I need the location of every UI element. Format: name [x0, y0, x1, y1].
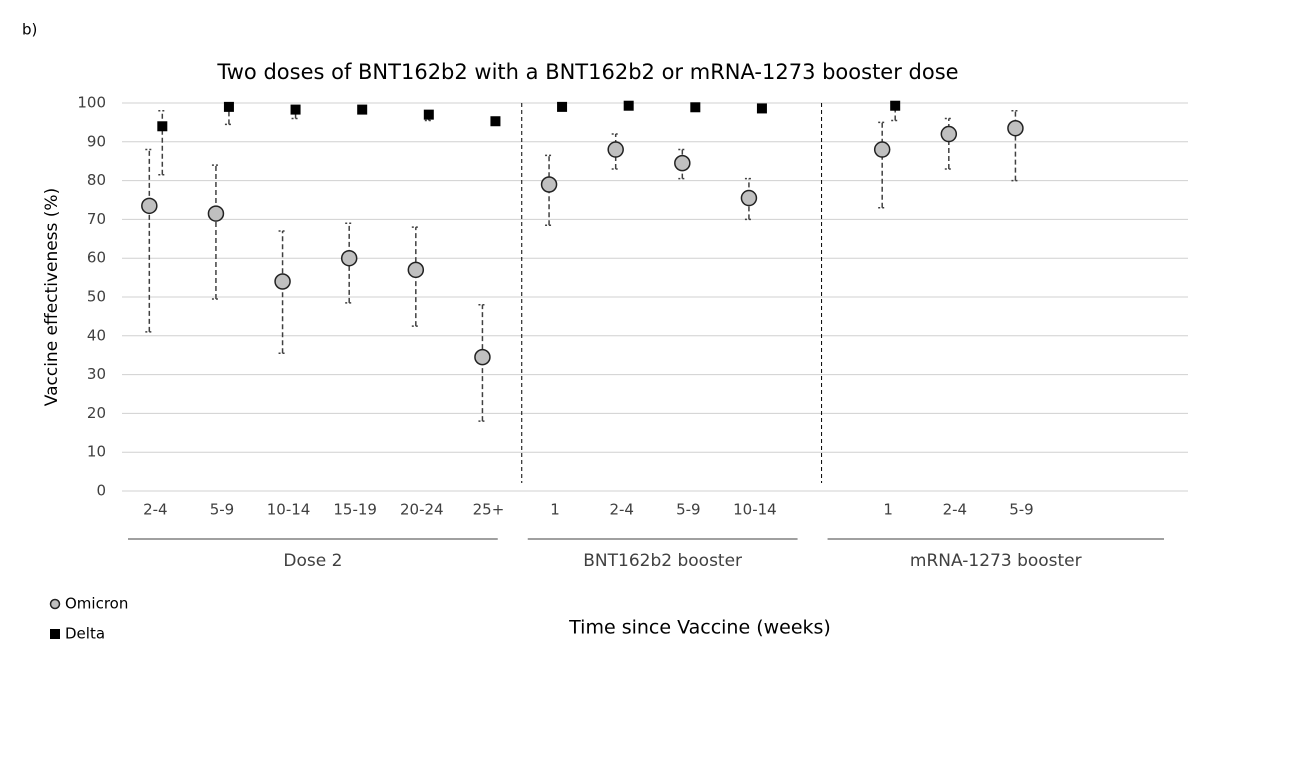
- y-tick-label: 50: [87, 288, 106, 306]
- x-tick-label: 5-9: [676, 501, 701, 519]
- y-tick-label: 70: [87, 210, 106, 228]
- y-tick-label: 80: [87, 171, 106, 189]
- panel-label: b): [22, 21, 37, 39]
- x-tick-label: 25+: [473, 501, 505, 519]
- y-tick-label: 90: [87, 132, 106, 150]
- x-tick-label: 1: [883, 501, 893, 519]
- omicron-point: [940, 125, 958, 143]
- delta-point: [690, 102, 701, 113]
- delta-point: [623, 100, 634, 111]
- delta-point: [557, 101, 568, 112]
- omicron-point: [674, 154, 691, 172]
- delta-point: [490, 116, 501, 127]
- omicron-point: [274, 273, 291, 290]
- y-tick-label: 0: [96, 482, 106, 500]
- x-tick-label: 2-4: [143, 501, 168, 519]
- x-tick-label: 1: [550, 501, 560, 519]
- x-tick-label: 10-14: [267, 501, 311, 519]
- y-tick-label: 40: [87, 326, 106, 344]
- x-tick-label: 10-14: [733, 501, 777, 519]
- x-tick-label: 15-19: [333, 501, 377, 519]
- delta-point: [423, 109, 434, 120]
- legend-marker: [49, 598, 61, 610]
- delta-point: [157, 121, 168, 132]
- x-axis-title: Time since Vaccine (weeks): [568, 617, 831, 639]
- y-tick-label: 20: [87, 404, 106, 422]
- delta-point: [290, 104, 301, 115]
- delta-point: [357, 104, 368, 115]
- group-label: Dose 2: [283, 551, 342, 571]
- legend-label: Delta: [65, 625, 105, 643]
- y-tick-label: 60: [87, 249, 106, 267]
- omicron-point: [607, 141, 624, 158]
- omicron-point: [740, 189, 758, 207]
- group-label: BNT162b2 booster: [583, 551, 742, 571]
- x-tick-label: 5-9: [1009, 501, 1034, 519]
- delta-point: [223, 101, 234, 112]
- omicron-point: [540, 176, 558, 193]
- x-tick-label: 20-24: [400, 501, 444, 519]
- omicron-point: [407, 261, 425, 279]
- y-tick-label: 30: [87, 365, 106, 383]
- x-tick-label: 2-4: [943, 501, 968, 519]
- omicron-point: [873, 141, 891, 158]
- chart-title: Two doses of BNT162b2 with a BNT162b2 or…: [216, 60, 958, 84]
- legend-marker: [50, 629, 60, 639]
- delta-point: [756, 103, 767, 114]
- legend-label: Omicron: [65, 595, 128, 613]
- omicron-point: [1007, 119, 1024, 137]
- delta-point: [890, 100, 901, 111]
- y-tick-label: 100: [77, 94, 106, 112]
- omicron-point: [141, 197, 158, 215]
- group-label: mRNA-1273 booster: [910, 551, 1082, 571]
- omicron-point: [207, 205, 225, 222]
- x-tick-label: 5-9: [210, 501, 235, 519]
- omicron-point: [340, 249, 358, 267]
- y-axis-title: Vaccine effectiveness (%): [42, 188, 62, 406]
- omicron-point: [474, 348, 491, 366]
- x-tick-label: 2-4: [609, 501, 634, 519]
- y-tick-label: 10: [87, 443, 106, 461]
